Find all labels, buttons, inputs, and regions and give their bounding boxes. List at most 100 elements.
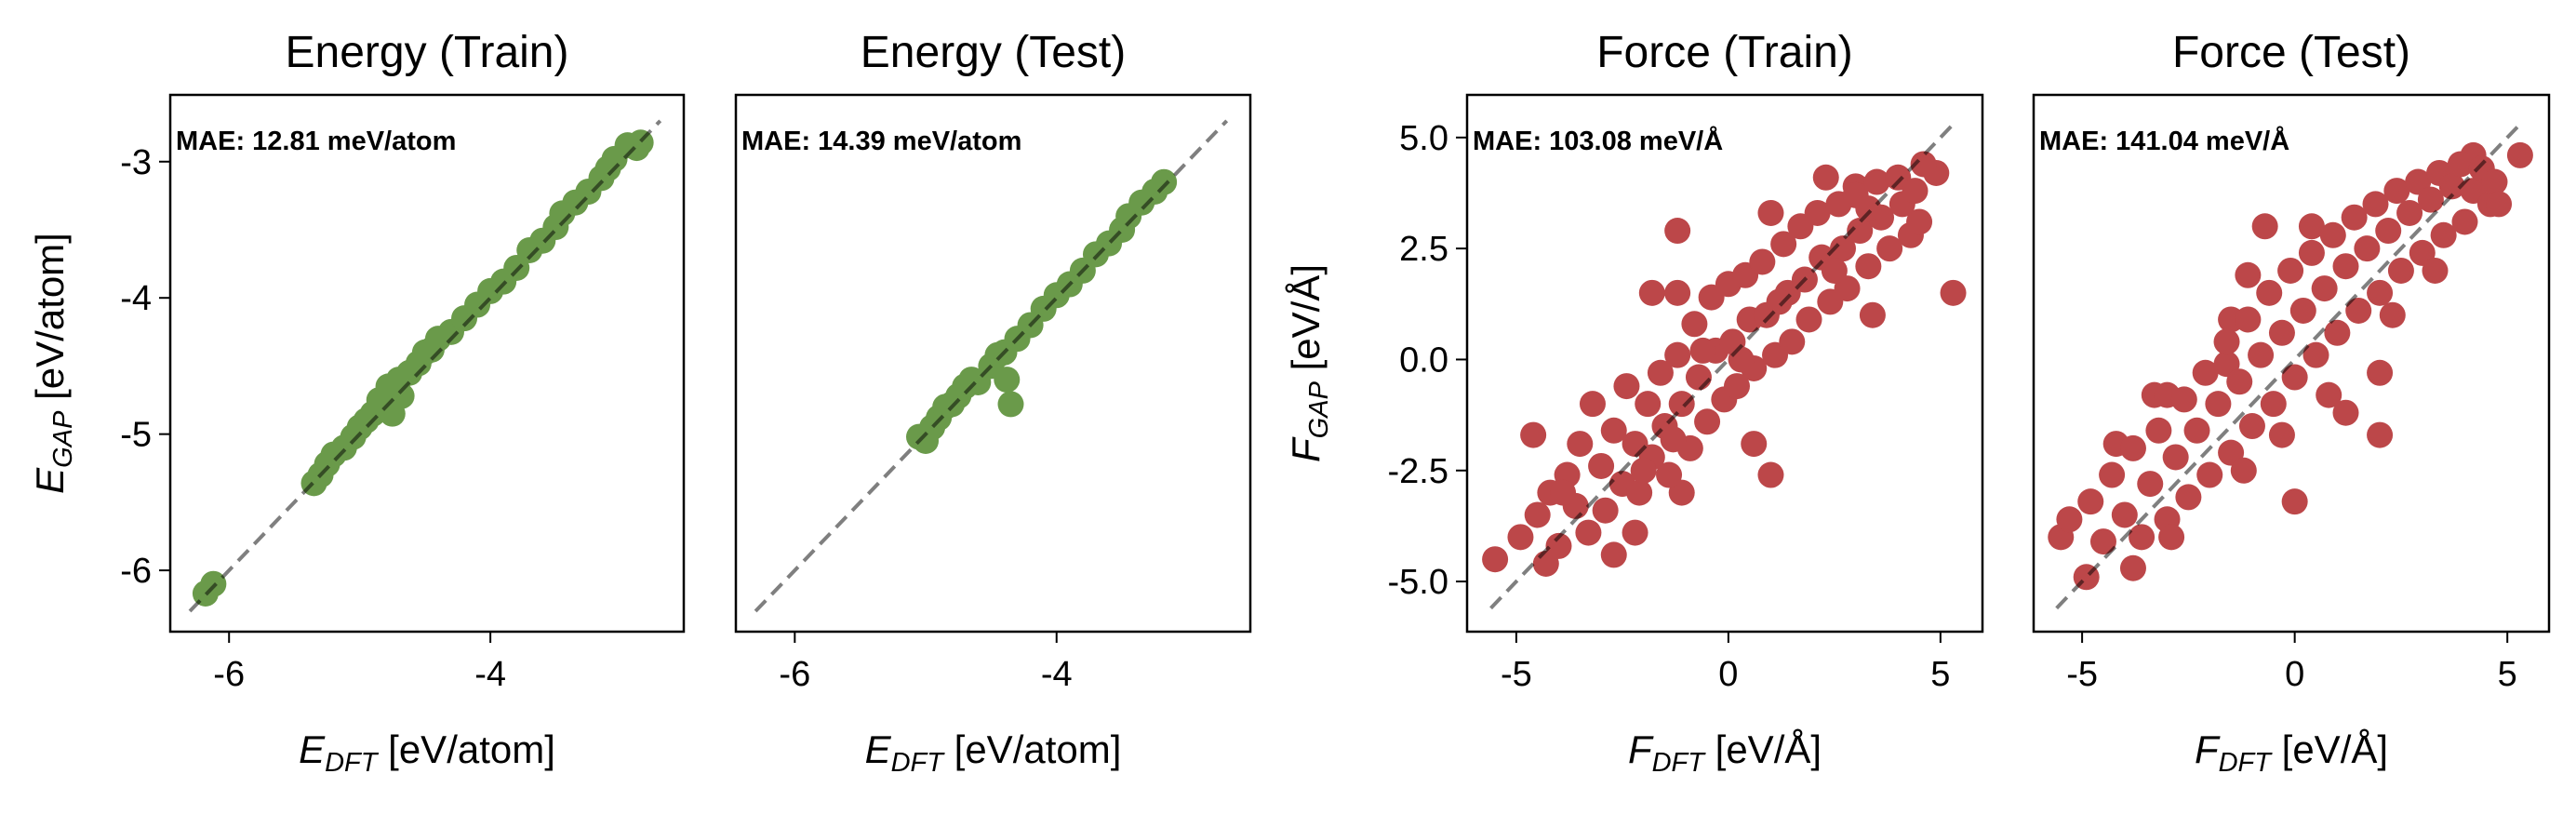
data-point (2192, 359, 2219, 386)
data-point (2238, 413, 2265, 440)
data-point (1940, 279, 1967, 306)
data-point (2319, 221, 2346, 248)
data-point (2235, 306, 2262, 333)
data-point (2137, 471, 2164, 498)
data-point (2506, 141, 2533, 168)
data-point (2281, 488, 2308, 515)
data-point (2341, 204, 2368, 231)
panel-energy-train: Energy (Train) -6 -4 -6 -5 -4 -3 MAE: 12.81 meV… (28, 28, 686, 778)
data-point (2438, 173, 2465, 200)
x-axis-label-unit: [eV/Å] (2271, 727, 2388, 771)
data-point (2375, 218, 2402, 245)
y-tick-label: -4 (120, 279, 152, 318)
x-tick-label: -5 (1501, 655, 1532, 694)
data-point (1520, 421, 1547, 448)
data-point (2387, 257, 2414, 284)
data-point (2251, 213, 2278, 240)
data-point (2430, 221, 2457, 248)
y-tick-label: -5.0 (1388, 563, 1448, 602)
axes-frame (1465, 93, 1984, 634)
data-point (1579, 391, 1606, 418)
data-point (1550, 479, 1577, 506)
data-point (2396, 199, 2423, 226)
mae-annotation: MAE: 141.04 meV/Å (2039, 126, 2289, 156)
data-point (2089, 528, 2116, 555)
data-point (2367, 279, 2394, 306)
data-point (1600, 541, 1627, 568)
data-point (1685, 364, 1712, 391)
data-point (2119, 554, 2146, 581)
data-point (1766, 288, 1793, 315)
panel-title: Energy (Train) (286, 28, 569, 77)
data-point (1626, 479, 1653, 506)
x-axis-label-symbol: E (299, 727, 326, 771)
data-point (1757, 461, 1784, 488)
data-point (1906, 208, 1933, 235)
parity-line (188, 119, 662, 613)
data-point (1804, 199, 1831, 226)
x-axis-label-unit: [eV/atom] (943, 727, 1121, 771)
y-axis-label-subscript: GAP (48, 410, 78, 468)
data-point (1638, 279, 1665, 306)
y-tick-label: -5 (120, 416, 152, 455)
panel-title: Force (Train) (1596, 28, 1853, 77)
data-point (2486, 191, 2513, 218)
data-point (2260, 391, 2287, 418)
data-point (1821, 257, 1848, 284)
data-point (1524, 501, 1551, 528)
data-point (2422, 257, 2449, 284)
data-point (2367, 359, 2394, 386)
x-tick-label: -6 (213, 655, 245, 694)
data-point (2417, 186, 2444, 213)
data-point (1689, 337, 1716, 364)
scatter-points (905, 168, 1178, 454)
x-tick-label: -5 (2066, 655, 2098, 694)
x-tick-label: 0 (2285, 655, 2304, 694)
y-axis-label-symbol: E (28, 467, 72, 494)
data-point (2196, 461, 2223, 488)
y-tick-label: 5.0 (1399, 119, 1448, 158)
data-point (1694, 408, 1721, 435)
data-point (1622, 519, 1648, 546)
data-point (2248, 341, 2275, 368)
data-point (2451, 208, 2478, 235)
y-axis-label-symbol: F (1284, 436, 1328, 462)
data-point (2298, 213, 2325, 240)
x-tick-label: 5 (2498, 655, 2517, 694)
data-point (2235, 261, 2262, 288)
data-point (1723, 373, 1750, 400)
data-point (2277, 257, 2304, 284)
y-tick-label: 2.5 (1399, 230, 1448, 269)
y-axis-label-unit: [eV/Å] (1284, 264, 1328, 381)
data-point (1855, 195, 1882, 222)
data-point (1660, 426, 1687, 453)
data-point (1876, 235, 1903, 262)
data-point (2230, 457, 2257, 484)
y-tick-label: -3 (120, 143, 152, 182)
data-point (200, 570, 227, 597)
x-axis-label-unit: [eV/atom] (377, 727, 554, 771)
data-point (1664, 279, 1691, 306)
data-point (2354, 235, 2381, 262)
x-axis-label-symbol: F (2195, 727, 2221, 771)
data-point (2447, 151, 2474, 178)
y-tick-label: -2.5 (1388, 452, 1448, 491)
data-point (1812, 164, 1839, 191)
data-point (1151, 168, 1178, 195)
data-point (1635, 391, 1662, 418)
data-point (2056, 506, 2083, 533)
data-point (2205, 391, 2232, 418)
parity-line (754, 119, 1229, 613)
data-point (2316, 381, 2342, 408)
data-point (2311, 275, 2338, 302)
axes-frame (2032, 93, 2551, 634)
data-point (1613, 373, 1640, 400)
data-point (1902, 178, 1929, 205)
data-point (1545, 532, 1572, 559)
data-point (2367, 421, 2394, 448)
data-point (1910, 151, 1937, 178)
data-point (2077, 488, 2104, 515)
data-point (1847, 218, 1874, 245)
x-tick-label: 0 (1718, 655, 1738, 694)
